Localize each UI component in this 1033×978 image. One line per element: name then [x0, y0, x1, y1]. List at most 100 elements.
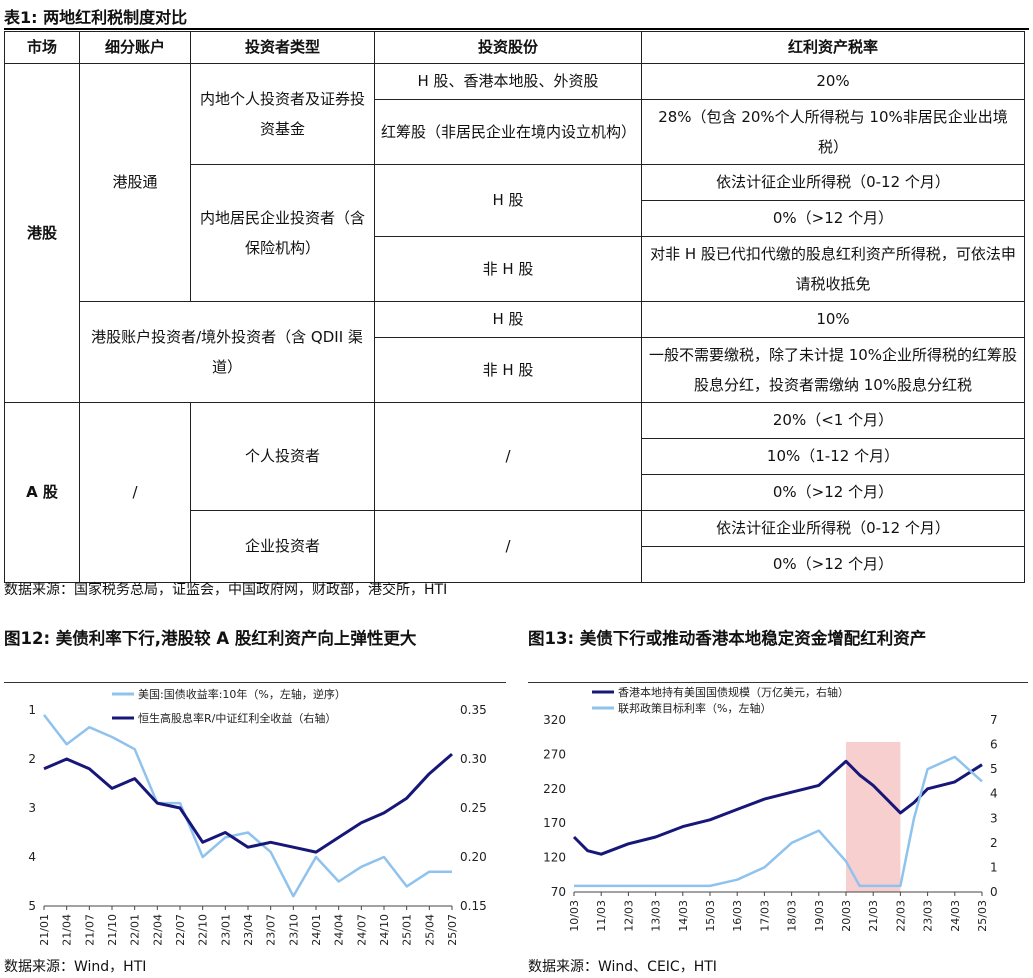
x-axis-tick-label: 25/07	[446, 914, 459, 946]
table-row: 企业投资者 / 依法计征企业所得税（0-12 个月）	[5, 510, 1025, 583]
rate-cell: 10%	[641, 301, 1025, 338]
rate-cell: 依法计征企业所得税（0-12 个月）	[641, 164, 1025, 201]
series-line-2	[574, 755, 983, 888]
share-h: H 股	[374, 301, 642, 338]
right-axis-tick-label: 5	[990, 762, 998, 776]
x-axis-tick-label: 24/01	[310, 914, 323, 946]
right-axis-tick-label: 0.15	[460, 899, 487, 913]
x-axis-tick-label: 21/04	[61, 914, 74, 946]
rate-cell: 对非 H 股已代扣代缴的股息红利资产所得税，可依法申请税收抵免	[641, 236, 1025, 302]
fig12-source: 数据来源：Wind，HTI	[4, 959, 147, 975]
x-axis-tick-label: 25/04	[423, 914, 436, 946]
x-axis-tick-label: 10/03	[568, 900, 581, 932]
x-axis-tick-label: 22/10	[197, 914, 210, 946]
left-axis-tick-label: 5	[28, 899, 36, 913]
table-row: A 股 / 个人投资者 / 20%（<1 个月）	[4, 402, 1025, 583]
x-axis-tick-label: 16/03	[731, 900, 744, 932]
left-axis-tick-label: 70	[551, 885, 566, 899]
rate-cell: 一般不需要缴税，除了未计提 10%企业所得税的红筹股股息分红，投资者需缴纳 10…	[641, 337, 1025, 403]
fig12-chart: 1 2 3 4 5 0.35 0.30 0.25 0.20 0.15 21/01 21/04 21/07…	[28, 687, 487, 946]
table-row: 0%（>12 个月）	[5, 200, 1025, 237]
investor-a-enterprise: 企业投资者	[190, 510, 375, 583]
legend-label: 恒生高股息率R/中证红利全收益（右轴）	[138, 711, 336, 725]
table-row: 0%（>12 个月）	[5, 546, 1025, 583]
x-axis-tick-label: 18/03	[786, 900, 799, 932]
share-non-h: 非 H 股	[374, 337, 642, 403]
investor-enterprise: 内地居民企业投资者（含保险机构）	[190, 164, 375, 302]
fig13-source: 数据来源：Wind、CEIC，HTI	[528, 959, 717, 975]
rate-cell: 0%（>12 个月）	[641, 546, 1025, 583]
rate-cell: 20%	[641, 63, 1025, 100]
header-investor-type: 投资者类型	[190, 31, 375, 64]
table-row: 红筹股（非居民企业在境内设立机构） 28%（包含 20%个人所得税与 10%非居…	[5, 99, 1025, 165]
fig12-top-rule	[4, 682, 506, 683]
x-axis-tick-label: 22/04	[151, 914, 164, 946]
table-row: 港股 港股通 内地个人投资者及证券投资基金 H 股、香港本地股、外资股 20%	[4, 63, 1025, 403]
right-axis-tick-label: 6	[990, 738, 998, 752]
shaded-region	[846, 742, 901, 892]
right-axis-tick-label: 0	[990, 885, 998, 899]
left-axis-tick-label: 220	[543, 782, 566, 796]
rate-cell: 10%（1-12 个月）	[641, 438, 1025, 475]
fig13-title: 图13: 美债下行或推动香港本地稳定资金增配红利资产	[528, 629, 927, 648]
right-axis-tick-label: 0.25	[460, 801, 487, 815]
x-axis-tick-label: 20/03	[840, 900, 853, 932]
x-axis-tick-label: 24/10	[378, 914, 391, 946]
right-axis-tick-label: 1	[990, 860, 998, 874]
x-axis-tick-label: 22/01	[129, 914, 142, 946]
table-row: 港股账户投资者/境外投资者（含 QDII 渠道） H 股 10%	[5, 301, 1025, 403]
left-axis-tick-label: 120	[543, 851, 566, 865]
x-axis-tick-label: 25/01	[401, 914, 414, 946]
fig13-top-rule	[528, 682, 1028, 683]
x-axis-tick-label: 21/10	[106, 914, 119, 946]
legend-label: 香港本地持有美国国债规模（万亿美元，右轴）	[618, 685, 849, 699]
x-axis-tick-label: 23/07	[265, 914, 278, 946]
right-axis-tick-label: 0.20	[460, 850, 487, 864]
x-axis-tick-label: 19/03	[813, 900, 826, 932]
fig13-chart: 320 270 220 170 120 70 7 6 5 4 3 2 1 0 10/03 11/03 12/03…	[543, 685, 998, 932]
right-axis-tick-label: 0.35	[460, 703, 487, 717]
table-row: 0%（>12 个月）	[5, 474, 1025, 511]
share-h: H 股	[374, 164, 642, 237]
x-axis-tick-label: 21/01	[38, 914, 51, 946]
table-row: 10%（1-12 个月）	[5, 438, 1025, 475]
header-account: 细分账户	[79, 31, 191, 64]
x-axis-tick-label: 23/04	[242, 914, 255, 946]
x-axis-tick-label: 24/04	[333, 914, 346, 946]
x-axis-tick-label: 17/03	[758, 900, 771, 932]
rate-cell: 20%（<1 个月）	[641, 402, 1025, 439]
x-axis-tick-label: 22/03	[894, 900, 907, 932]
x-axis-tick-label: 24/07	[355, 914, 368, 946]
x-axis-tick-label: 22/07	[174, 914, 187, 946]
right-axis-tick-label: 0.30	[460, 752, 487, 766]
left-axis-tick-label: 3	[28, 801, 36, 815]
left-axis-tick-label: 4	[28, 850, 36, 864]
investor-individual-fund: 内地个人投资者及证券投资基金	[190, 63, 375, 165]
x-axis-tick-label: 23/03	[922, 900, 935, 932]
left-axis-tick-label: 170	[543, 816, 566, 830]
rate-cell: 依法计征企业所得税（0-12 个月）	[641, 510, 1025, 547]
fig12-title: 图12: 美债利率下行,港股较 A 股红利资产向上弹性更大	[4, 629, 417, 648]
rate-cell: 0%（>12 个月）	[641, 200, 1025, 237]
x-axis-tick-label: 24/03	[949, 900, 962, 932]
legend-label: 联邦政策目标利率（%，左轴）	[618, 701, 771, 715]
right-axis-tick-label: 3	[990, 811, 998, 825]
x-axis-tick-label: 25/03	[976, 900, 989, 932]
account-hk-overseas: 港股账户投资者/境外投资者（含 QDII 渠道）	[79, 301, 375, 403]
series-line-2	[43, 752, 453, 854]
header-market: 市场	[4, 31, 80, 64]
account-a: /	[79, 402, 191, 583]
market-hk: 港股	[4, 63, 80, 403]
rate-cell: 28%（包含 20%个人所得税与 10%非居民企业出境税）	[641, 99, 1025, 165]
table-header-row: 市场 细分账户 投资者类型 投资股份 红利资产税率	[4, 31, 1025, 64]
x-axis-tick-label: 23/01	[219, 914, 232, 946]
x-axis-tick-label: 21/03	[867, 900, 880, 932]
table-row: 内地居民企业投资者（含保险机构） H 股 依法计征企业所得税（0-12 个月）	[5, 164, 1025, 302]
share-non-h: 非 H 股	[374, 236, 642, 302]
rate-cell: 0%（>12 个月）	[641, 474, 1025, 511]
table-title: 表1: 两地红利税制度对比	[4, 8, 188, 27]
left-axis-tick-label: 320	[543, 713, 566, 727]
tax-comparison-table: 市场 细分账户 投资者类型 投资股份 红利资产税率 港股 港股通 内地个人投资者…	[4, 31, 1025, 583]
right-axis-tick-label: 4	[990, 787, 998, 801]
x-axis-tick-label: 13/03	[650, 900, 663, 932]
